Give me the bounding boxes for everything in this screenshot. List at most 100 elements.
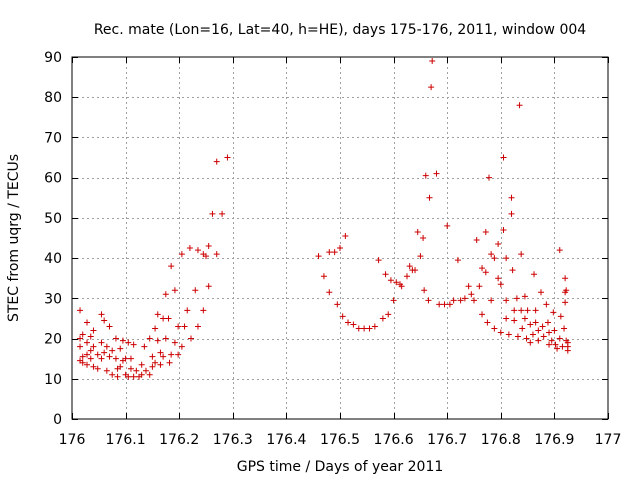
data-point: [187, 335, 194, 342]
data-point: [345, 319, 352, 326]
data-point: [539, 323, 546, 330]
data-point: [101, 317, 108, 324]
y-axis-label: STEC from uqrg / TECUs: [6, 154, 22, 322]
data-point: [154, 337, 161, 344]
data-point: [488, 251, 495, 258]
data-point: [473, 237, 480, 244]
data-point: [559, 343, 566, 350]
data-point: [98, 311, 105, 318]
data-point: [117, 363, 124, 370]
data-point: [390, 297, 397, 304]
x-tick-label: 176.7: [427, 432, 467, 448]
y-tick-label: 30: [44, 291, 62, 307]
data-point: [552, 341, 559, 348]
x-tick-label: 176.5: [320, 432, 360, 448]
data-point: [219, 210, 226, 217]
data-point: [479, 265, 486, 272]
data-point: [157, 349, 164, 356]
data-point: [518, 307, 525, 314]
data-point: [508, 194, 515, 201]
data-point: [157, 361, 164, 368]
data-point: [184, 307, 191, 314]
data-point: [564, 347, 571, 354]
x-axis-ticks: 176 176.1 176.2 176.3 176.4 176.5 176.6 176.7 17…: [59, 57, 621, 448]
data-point: [142, 367, 149, 374]
x-tick-label: 176.2: [159, 432, 199, 448]
data-point: [482, 269, 489, 276]
data-point: [557, 313, 564, 320]
y-tick-label: 40: [44, 251, 62, 267]
data-point: [503, 255, 510, 262]
data-point: [508, 210, 515, 217]
data-point: [98, 355, 105, 362]
data-point: [375, 257, 382, 264]
data-point: [495, 241, 502, 248]
x-tick-label: 176.8: [481, 432, 521, 448]
data-point: [154, 311, 161, 318]
data-point: [371, 323, 378, 330]
data-point: [103, 343, 110, 350]
data-point: [146, 371, 153, 378]
data-point: [497, 281, 504, 288]
data-point: [178, 251, 185, 258]
data-point: [524, 307, 531, 314]
y-tick-label: 10: [44, 372, 62, 388]
data-point: [94, 365, 101, 372]
data-point: [209, 210, 216, 217]
data-point: [561, 325, 568, 332]
data-point: [503, 297, 510, 304]
data-point: [162, 291, 169, 298]
data-point: [546, 329, 553, 336]
data-point: [429, 58, 436, 65]
data-point: [162, 335, 169, 342]
data-point: [531, 271, 538, 278]
data-point: [194, 323, 201, 330]
data-point: [194, 247, 201, 254]
data-point: [428, 84, 435, 91]
data-point: [166, 359, 173, 366]
x-axis-label: GPS time / Days of year 2011: [237, 459, 444, 475]
x-tick-label: 176: [59, 432, 86, 448]
data-point: [326, 249, 333, 256]
y-tick-label: 50: [44, 211, 62, 227]
data-point: [125, 373, 132, 380]
data-point: [160, 315, 167, 322]
data-point: [540, 333, 547, 340]
data-point: [171, 339, 178, 346]
data-point: [146, 335, 153, 342]
data-point: [486, 174, 493, 181]
data-point: [511, 307, 518, 314]
data-point: [476, 283, 483, 290]
data-points: [77, 58, 571, 380]
data-point: [130, 373, 137, 380]
data-point: [544, 319, 551, 326]
data-point: [84, 361, 91, 368]
data-point: [387, 277, 394, 284]
data-point: [441, 301, 448, 308]
data-point: [355, 325, 362, 332]
data-point: [446, 301, 453, 308]
data-point: [521, 293, 528, 300]
data-point: [342, 232, 349, 239]
data-point: [79, 331, 86, 338]
y-tick-label: 70: [44, 130, 62, 146]
data-point: [457, 297, 464, 304]
data-point: [84, 339, 91, 346]
data-point: [556, 335, 563, 342]
data-point: [213, 251, 220, 258]
x-tick-label: 176.3: [213, 432, 253, 448]
data-point: [491, 255, 498, 262]
data-point: [109, 371, 116, 378]
data-point: [535, 337, 542, 344]
data-point: [562, 299, 569, 306]
data-point: [516, 102, 523, 109]
data-point: [503, 315, 510, 322]
data-point: [160, 353, 167, 360]
data-point: [523, 335, 530, 342]
data-point: [224, 154, 231, 161]
chart-title: Rec. mate (Lon=16, Lat=40, h=HE), days 1…: [94, 22, 586, 38]
data-point: [192, 287, 199, 294]
data-point: [527, 339, 534, 346]
data-point: [556, 247, 563, 254]
data-point: [538, 289, 544, 296]
